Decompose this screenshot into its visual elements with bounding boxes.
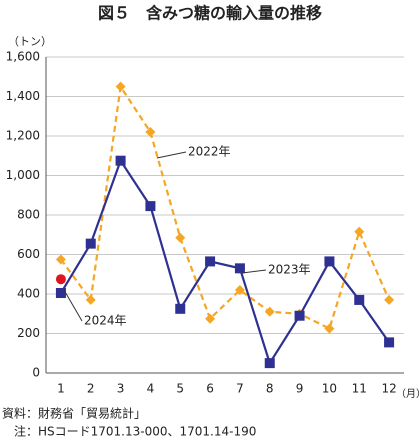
marker <box>264 358 275 369</box>
series-label: 2024年 <box>84 314 127 328</box>
leader-line <box>63 289 83 322</box>
marker <box>384 294 395 305</box>
y-tick-label: 600 <box>17 247 40 261</box>
y-tick-label: 0 <box>32 366 40 380</box>
x-tick-label: 6 <box>206 382 214 396</box>
x-tick-label: 2 <box>87 382 95 396</box>
x-tick-label: 8 <box>266 382 274 396</box>
marker <box>234 263 245 274</box>
marker <box>175 303 186 314</box>
x-tick-label: 9 <box>296 382 304 396</box>
marker <box>145 201 156 212</box>
marker <box>354 294 365 305</box>
y-tick-label: 1,400 <box>6 89 40 103</box>
series-label: 2023年 <box>268 263 311 277</box>
y-tick-label: 1,200 <box>6 129 40 143</box>
marker <box>175 232 186 243</box>
marker <box>324 323 335 334</box>
marker <box>205 313 216 324</box>
marker <box>115 155 126 166</box>
x-tick-label: 5 <box>176 382 184 396</box>
x-tick-label: 10 <box>322 382 337 396</box>
marker <box>264 306 275 317</box>
marker <box>55 254 66 265</box>
marker <box>145 127 156 138</box>
x-tick-label: 3 <box>117 382 125 396</box>
hs-note: 注：HSコード1701.13-000、1701.14-190 <box>2 424 256 439</box>
x-tick-label: 4 <box>147 382 155 396</box>
series-line <box>60 83 391 331</box>
y-tick-label: 800 <box>17 208 40 222</box>
marker <box>85 238 96 249</box>
x-tick-label: 11 <box>352 382 367 396</box>
y-tick-label: 400 <box>17 287 40 301</box>
leader-line <box>241 269 267 274</box>
x-tick-label: 7 <box>236 382 244 396</box>
marker <box>354 226 365 237</box>
x-unit: （月） <box>396 388 420 400</box>
y-tick-label: 200 <box>17 326 40 340</box>
marker <box>294 310 305 321</box>
y-tick-label: 1,000 <box>6 168 40 182</box>
marker <box>55 274 66 285</box>
y-unit: （トン） <box>8 35 52 48</box>
series-label: 2022年 <box>188 145 231 159</box>
marker <box>115 81 126 92</box>
x-tick-label: 12 <box>381 382 396 396</box>
y-tick-label: 1,600 <box>6 50 40 64</box>
chart-title: 図５ 含みつ糖の輸入量の推移 <box>98 4 322 23</box>
marker <box>55 288 66 299</box>
marker <box>324 256 335 267</box>
marker <box>384 337 395 348</box>
x-tick-label: 1 <box>57 382 65 396</box>
leader-line <box>156 151 187 159</box>
marker <box>234 285 245 296</box>
series-line <box>59 158 390 366</box>
source-note: 資料：財務省「貿易統計」 <box>2 406 146 421</box>
marker <box>85 294 96 305</box>
marker <box>205 256 216 267</box>
